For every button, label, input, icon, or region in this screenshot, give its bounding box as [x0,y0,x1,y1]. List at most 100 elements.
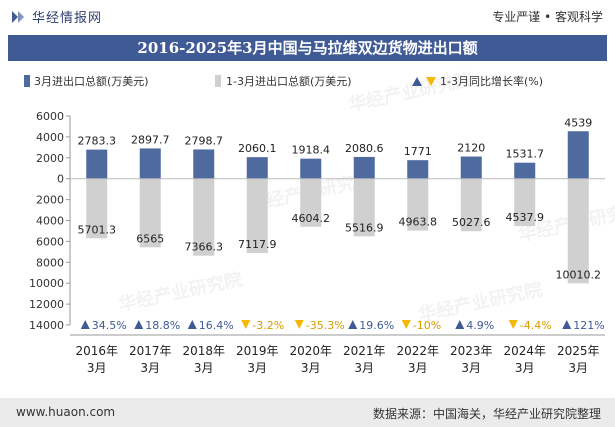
y-tick-label: 12000 [29,298,64,311]
data-label-cumulative: 7366.3 [185,241,224,254]
bar-cumulative [353,178,375,237]
data-label-march: 1531.7 [506,148,545,161]
footer-source: 数据来源：中国海关，华经产业研究院整理 [372,407,601,421]
logo[interactable]: 华经情报网 [10,7,102,26]
x-tick-label: 2025年 3月 [557,344,600,375]
bar-march [567,131,589,179]
footer-url[interactable]: www.huaon.com [16,405,116,419]
data-label-march: 2783.3 [78,135,117,148]
data-label-cumulative: 6565 [136,232,164,245]
growth-up-triangle-icon [80,320,90,329]
data-label-cumulative: 7117.9 [238,238,277,251]
data-label-march: 1918.4 [292,144,331,157]
data-label-cumulative: 5516.9 [345,221,384,234]
bar-march [86,149,108,179]
y-tick-label: 4000 [36,131,64,144]
bars [70,131,605,284]
x-tick-label: 2016年 3月 [75,344,118,375]
y-tick-label: 8000 [36,256,64,269]
growth-label: 121% [573,319,604,332]
bar-cumulative [460,178,482,232]
data-labels: 2783.3 5701.3 2897.7 6565 2798.7 7366.3 2060.1… [78,116,602,281]
y-tick-label: 2000 [36,194,64,207]
growth-down-triangle-icon [241,320,251,329]
growth-label: 34.5% [92,319,127,332]
data-label-march: 2060.1 [238,142,277,155]
data-label-march: 2798.7 [185,134,224,147]
x-axis: 2016年 3月 2017年 3月 2018年 3月 2019年 3月 2020年 3月 2021年… [70,334,605,375]
growth-row: 34.5% 18.8% 16.4% -3.2% -35.3% 19.6% -10% 4.9% -… [80,319,605,332]
growth-down-triangle-icon [508,320,518,329]
bar-cumulative [193,178,215,256]
growth-down-triangle-icon [401,320,411,329]
x-tick-label: 2024年 3月 [503,344,546,375]
logo-icon [12,10,24,23]
x-tick-label: 2020年 3月 [289,344,332,375]
bar-march [246,157,268,179]
bar-cumulative [567,178,589,284]
bar-march [514,162,536,179]
chart-title: 2016-2025年3月中国与马拉维双边货物进出口额 [137,39,478,57]
site-name: 华经情报网 [32,11,103,26]
bar-march [300,158,322,179]
growth-label: -3.2% [252,319,284,332]
y-tick-label: 6000 [36,110,64,123]
x-tick-label: 2019年 3月 [236,344,279,375]
growth-up-triangle-icon [455,320,465,329]
data-label-march: 4539 [564,116,592,129]
growth-up-triangle-icon [348,320,358,329]
bar-cumulative [300,178,322,227]
legend-up-triangle-icon [412,77,422,86]
data-label-march: 2120 [457,142,485,155]
x-tick-label: 2017年 3月 [129,344,172,375]
chart: 华经产业研究院华经产业研究院华经产业研究院华经产业研究院华经产业研究院 3月进出… [24,68,615,375]
legend-swatch-cumulative [215,75,221,87]
slogan: 专业严谨 • 客观科学 [492,10,603,24]
footer: www.huaon.com 数据来源：中国海关，华经产业研究院整理 [0,398,615,427]
watermark-text: 华经产业研究院 [116,268,244,316]
y-tick-label: 10000 [29,277,64,290]
top-bar: 华经情报网 专业严谨 • 客观科学 [0,0,615,32]
x-tick-label: 2023年 3月 [450,344,493,375]
bar-march [353,156,375,179]
bar-cumulative [139,178,161,248]
legend-down-triangle-icon [426,77,436,86]
x-tick-label: 2018年 3月 [182,344,225,375]
y-tick-label: 6000 [36,235,64,248]
data-label-cumulative: 4963.8 [399,216,438,229]
data-label-cumulative: 4537.9 [506,211,545,224]
data-label-cumulative: 4604.2 [292,212,331,225]
growth-up-triangle-icon [562,320,572,329]
legend: 3月进出口总额(万美元) 1-3月进出口总额(万美元) 1-3月同比增长率(%) [24,74,543,88]
data-label-march: 2897.7 [131,133,170,146]
growth-label: -10% [413,319,441,332]
bar-cumulative [407,178,429,231]
bar-march [407,160,429,179]
growth-down-triangle-icon [294,320,304,329]
y-tick-label: 4000 [36,215,64,228]
data-label-march: 1771 [404,145,432,158]
growth-up-triangle-icon [187,320,197,329]
data-label-cumulative: 5701.3 [78,223,117,236]
growth-label: 4.9% [466,319,494,332]
legend-label-cumulative: 1-3月进出口总额(万美元) [226,74,352,88]
bar-march [460,156,482,179]
growth-label: 18.8% [145,319,180,332]
legend-swatch-march [24,75,30,87]
growth-label: 19.6% [359,319,394,332]
data-label-cumulative: 5027.6 [452,216,491,229]
bar-cumulative [514,178,536,227]
growth-up-triangle-icon [134,320,144,329]
x-tick-label: 2022年 3月 [396,344,439,375]
y-tick-label: 14000 [29,319,64,332]
data-label-cumulative: 10010.2 [556,268,602,281]
bar-march [139,148,161,179]
bar-cumulative [86,178,108,239]
growth-label: -35.3% [306,319,345,332]
bar-march [193,149,215,179]
legend-label-growth: 1-3月同比增长率(%) [440,74,543,88]
growth-label: -4.4% [520,319,552,332]
y-tick-label: 2000 [36,152,64,165]
legend-label-march: 3月进出口总额(万美元) [34,74,149,88]
data-label-march: 2080.6 [345,142,384,155]
